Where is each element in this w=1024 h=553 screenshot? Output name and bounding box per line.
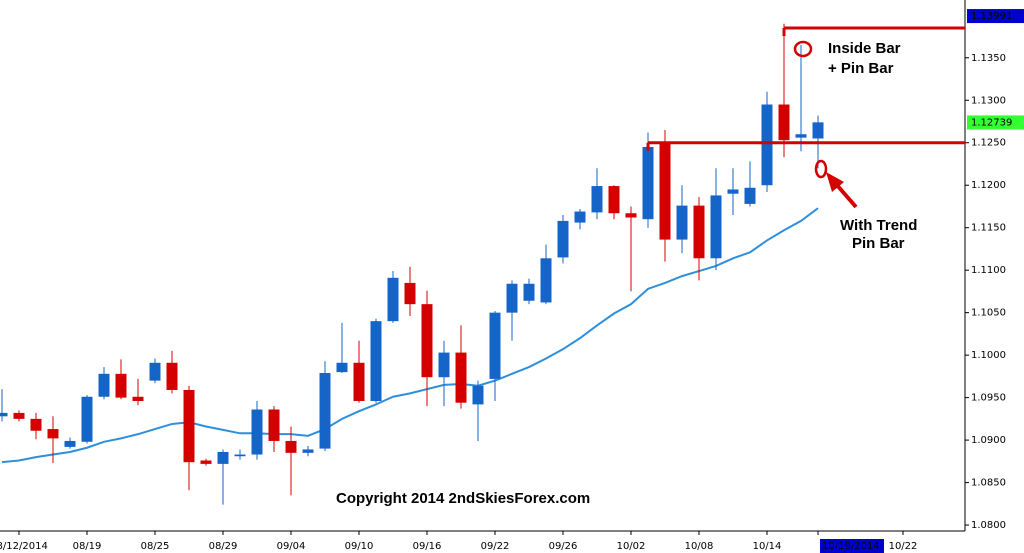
y-tick-label: 1.0900: [971, 435, 1006, 446]
y-tick-label: 1.1100: [971, 265, 1006, 276]
candle-body: [455, 352, 467, 403]
candle-body: [30, 418, 42, 431]
candle-body: [13, 412, 25, 419]
candle-body: [761, 104, 773, 186]
x-cursor-label-bg: [820, 539, 884, 553]
candle-body: [149, 362, 161, 381]
candle-body: [540, 258, 552, 303]
candle-body: [472, 385, 484, 405]
candle-body: [795, 134, 807, 138]
candle-body: [370, 321, 382, 402]
candle-body: [251, 409, 263, 455]
candle-body: [591, 186, 603, 213]
x-tick-label: 09/26: [549, 541, 578, 552]
candle-body: [438, 352, 450, 378]
moving-average: [1, 207, 819, 464]
candle-body: [217, 451, 229, 464]
candle-body: [642, 146, 654, 220]
highlight-ellipse: [814, 159, 828, 179]
candle-body: [166, 362, 178, 390]
y-tick-label: 1.1150: [971, 223, 1006, 234]
candle-body: [302, 449, 314, 453]
y-tick-label: 1.1350: [971, 53, 1006, 64]
candle-body: [421, 304, 433, 378]
candle-body: [387, 277, 399, 322]
price-label: 1.13991: [971, 11, 1012, 22]
candle-body: [268, 409, 280, 441]
candle-body: [319, 372, 331, 449]
candle-body: [574, 211, 586, 223]
candle-body: [81, 396, 93, 442]
candle-body: [693, 205, 705, 259]
x-tick-label: 10/02: [617, 541, 646, 552]
candle-body: [183, 389, 195, 463]
candle-body: [285, 440, 297, 453]
x-tick-label: 08/25: [141, 541, 170, 552]
candle-body: [727, 189, 739, 194]
candle-body: [659, 142, 671, 240]
candle-body: [404, 282, 416, 305]
annotation: Pin Bar: [852, 235, 905, 252]
arrow-head: [826, 172, 844, 192]
candle-body: [98, 373, 110, 397]
highlight-ellipse: [793, 40, 813, 58]
candle-body: [234, 454, 246, 457]
x-tick-label: 08/19: [73, 541, 102, 552]
candle-body: [744, 187, 756, 204]
x-tick-label: 09/10: [345, 541, 374, 552]
candle-body: [64, 440, 76, 447]
y-tick-label: 1.0850: [971, 478, 1006, 489]
y-tick-label: 1.1000: [971, 350, 1006, 361]
annotation: + Pin Bar: [828, 60, 894, 77]
plot-area: [0, 23, 824, 505]
x-tick-label: 10/19/2014: [822, 541, 880, 552]
y-tick-label: 1.1300: [971, 95, 1006, 106]
annotation: With Trend: [840, 217, 917, 234]
candle-body: [115, 373, 127, 398]
candle-body: [132, 396, 144, 402]
y-tick-label: 1.1250: [971, 138, 1006, 149]
price-label-bg: [967, 115, 1024, 130]
copyright: Copyright 2014 2ndSkiesForex.com: [336, 490, 590, 507]
candle-body: [625, 213, 637, 218]
candle-body: [0, 412, 8, 417]
x-tick-label: 10/14: [753, 541, 782, 552]
annotation: Inside Bar: [828, 40, 901, 57]
x-tick-label: 09/04: [277, 541, 306, 552]
price-label-bg: [967, 9, 1024, 24]
candle-body: [506, 283, 518, 313]
candle-body: [336, 362, 348, 373]
candle-body: [489, 312, 501, 379]
candle-body: [778, 104, 790, 141]
y-tick-label: 1.0950: [971, 393, 1006, 404]
y-tick-label: 1.1200: [971, 180, 1006, 191]
price-label: 1.12739: [971, 117, 1012, 128]
candle-body: [200, 460, 212, 464]
arrow-shaft: [834, 182, 858, 209]
x-tick-label: 08/12/2014: [0, 541, 48, 552]
candle-body: [812, 122, 824, 139]
x-tick-label: 10/08: [685, 541, 714, 552]
candle-body: [676, 205, 688, 240]
candle-body: [557, 220, 569, 258]
x-tick-label: 09/16: [413, 541, 442, 552]
candle-body: [710, 195, 722, 259]
candle-body: [353, 362, 365, 402]
candle-body: [47, 429, 59, 439]
x-tick-label: 09/22: [481, 541, 510, 552]
candle-body: [608, 186, 620, 214]
x-tick-label: 10/22: [889, 541, 918, 552]
candle-body: [523, 283, 535, 301]
y-tick-label: 1.1050: [971, 308, 1006, 319]
x-tick-label: 08/29: [209, 541, 238, 552]
y-tick-label: 1.0800: [971, 520, 1006, 531]
